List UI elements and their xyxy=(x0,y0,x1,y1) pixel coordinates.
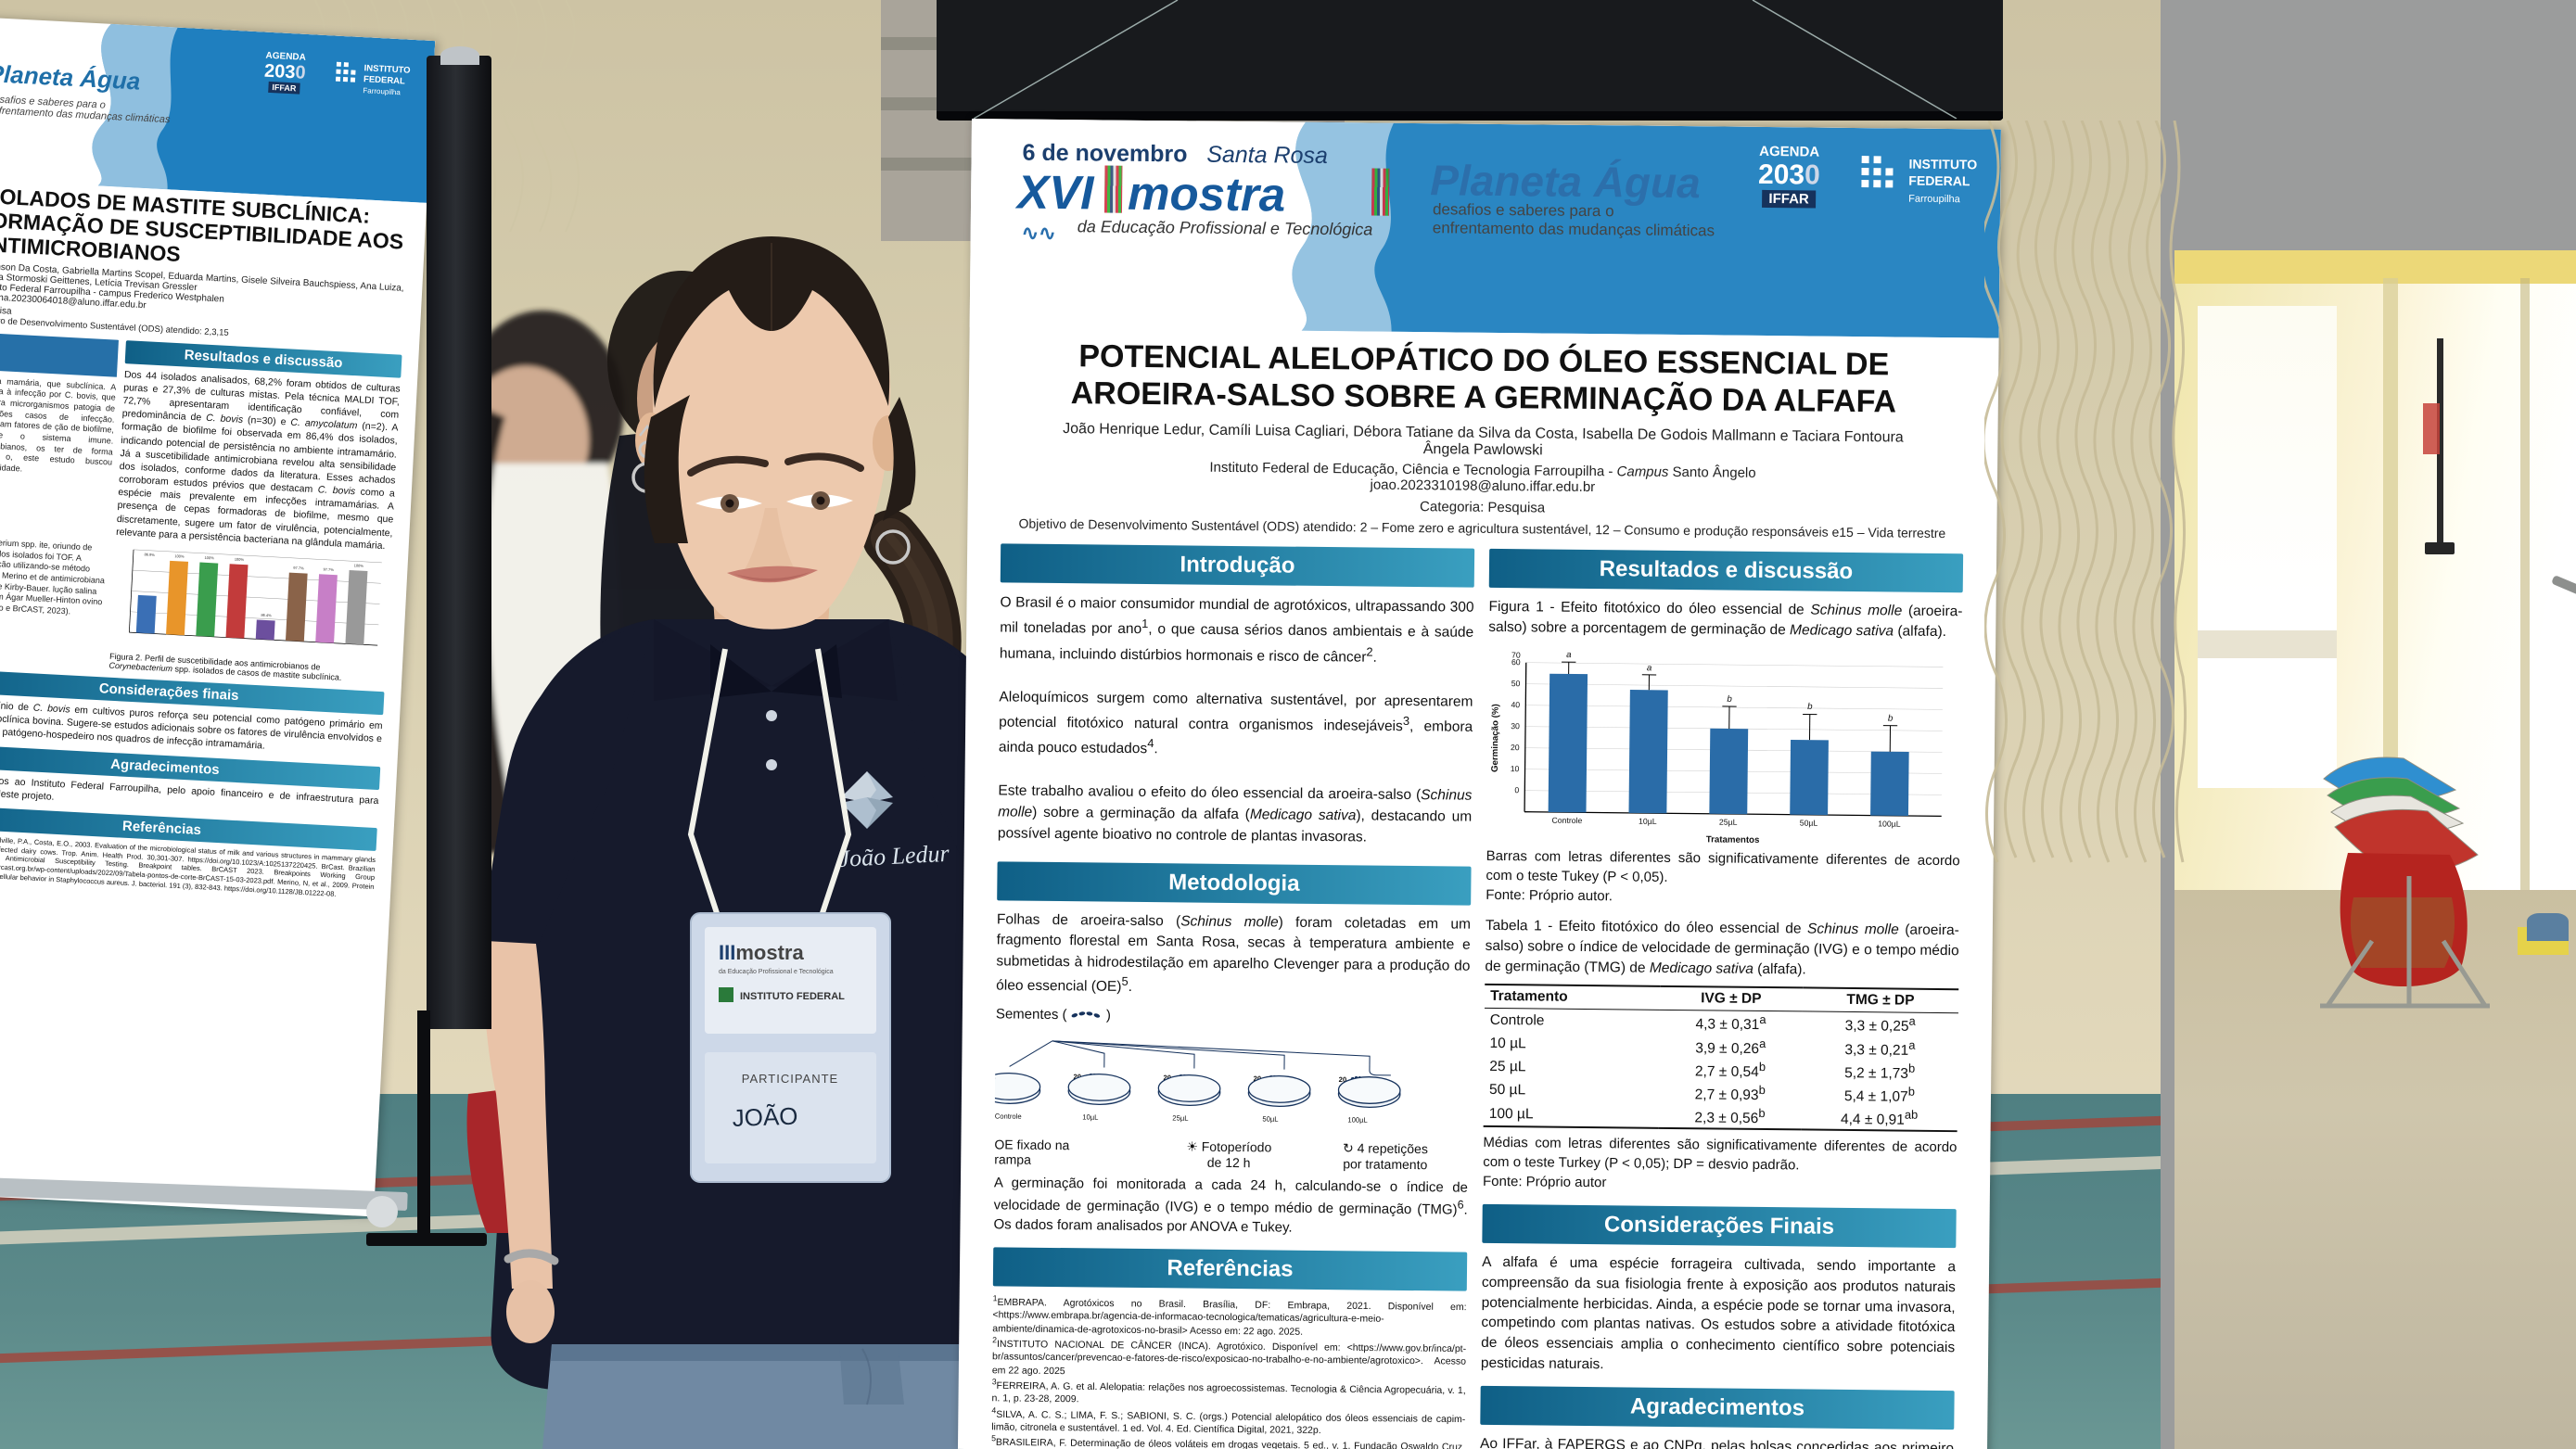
svg-text:Controle: Controle xyxy=(995,1112,1022,1120)
svg-text:86.9%: 86.9% xyxy=(144,552,155,557)
svg-text:25µL: 25µL xyxy=(1719,817,1738,826)
svg-text:0: 0 xyxy=(1514,785,1519,794)
svg-text:97.7%: 97.7% xyxy=(293,566,304,571)
svg-text:50µL: 50µL xyxy=(1800,818,1818,827)
svg-text:40: 40 xyxy=(1511,700,1520,709)
svg-text:Germinação (%): Germinação (%) xyxy=(1490,704,1501,772)
svg-text:50µL: 50µL xyxy=(1262,1114,1278,1123)
svg-text:86.4%: 86.4% xyxy=(261,613,272,618)
svg-text:a: a xyxy=(1647,663,1652,673)
svg-text:100µL: 100µL xyxy=(1347,1115,1368,1124)
svg-text:Controle: Controle xyxy=(1552,815,1583,824)
svg-text:100%: 100% xyxy=(204,555,214,561)
svg-text:10: 10 xyxy=(1511,764,1520,773)
svg-text:100%: 100% xyxy=(354,563,364,568)
svg-text:50: 50 xyxy=(1511,679,1521,688)
svg-text:Tratamentos: Tratamentos xyxy=(1706,834,1760,845)
svg-text:100%: 100% xyxy=(174,553,185,559)
svg-text:70: 70 xyxy=(1511,650,1521,659)
svg-text:10µL: 10µL xyxy=(1639,816,1657,825)
svg-text:b: b xyxy=(1888,713,1894,723)
svg-text:b: b xyxy=(1727,693,1732,704)
svg-text:10µL: 10µL xyxy=(1082,1112,1098,1121)
svg-text:a: a xyxy=(1566,650,1572,660)
svg-text:25µL: 25µL xyxy=(1172,1113,1188,1122)
svg-text:97.7%: 97.7% xyxy=(324,566,335,572)
svg-text:20: 20 xyxy=(1511,743,1520,752)
svg-text:100%: 100% xyxy=(235,556,245,562)
svg-text:b: b xyxy=(1807,702,1813,712)
svg-text:30: 30 xyxy=(1511,721,1520,731)
svg-text:100µL: 100µL xyxy=(1878,819,1901,828)
